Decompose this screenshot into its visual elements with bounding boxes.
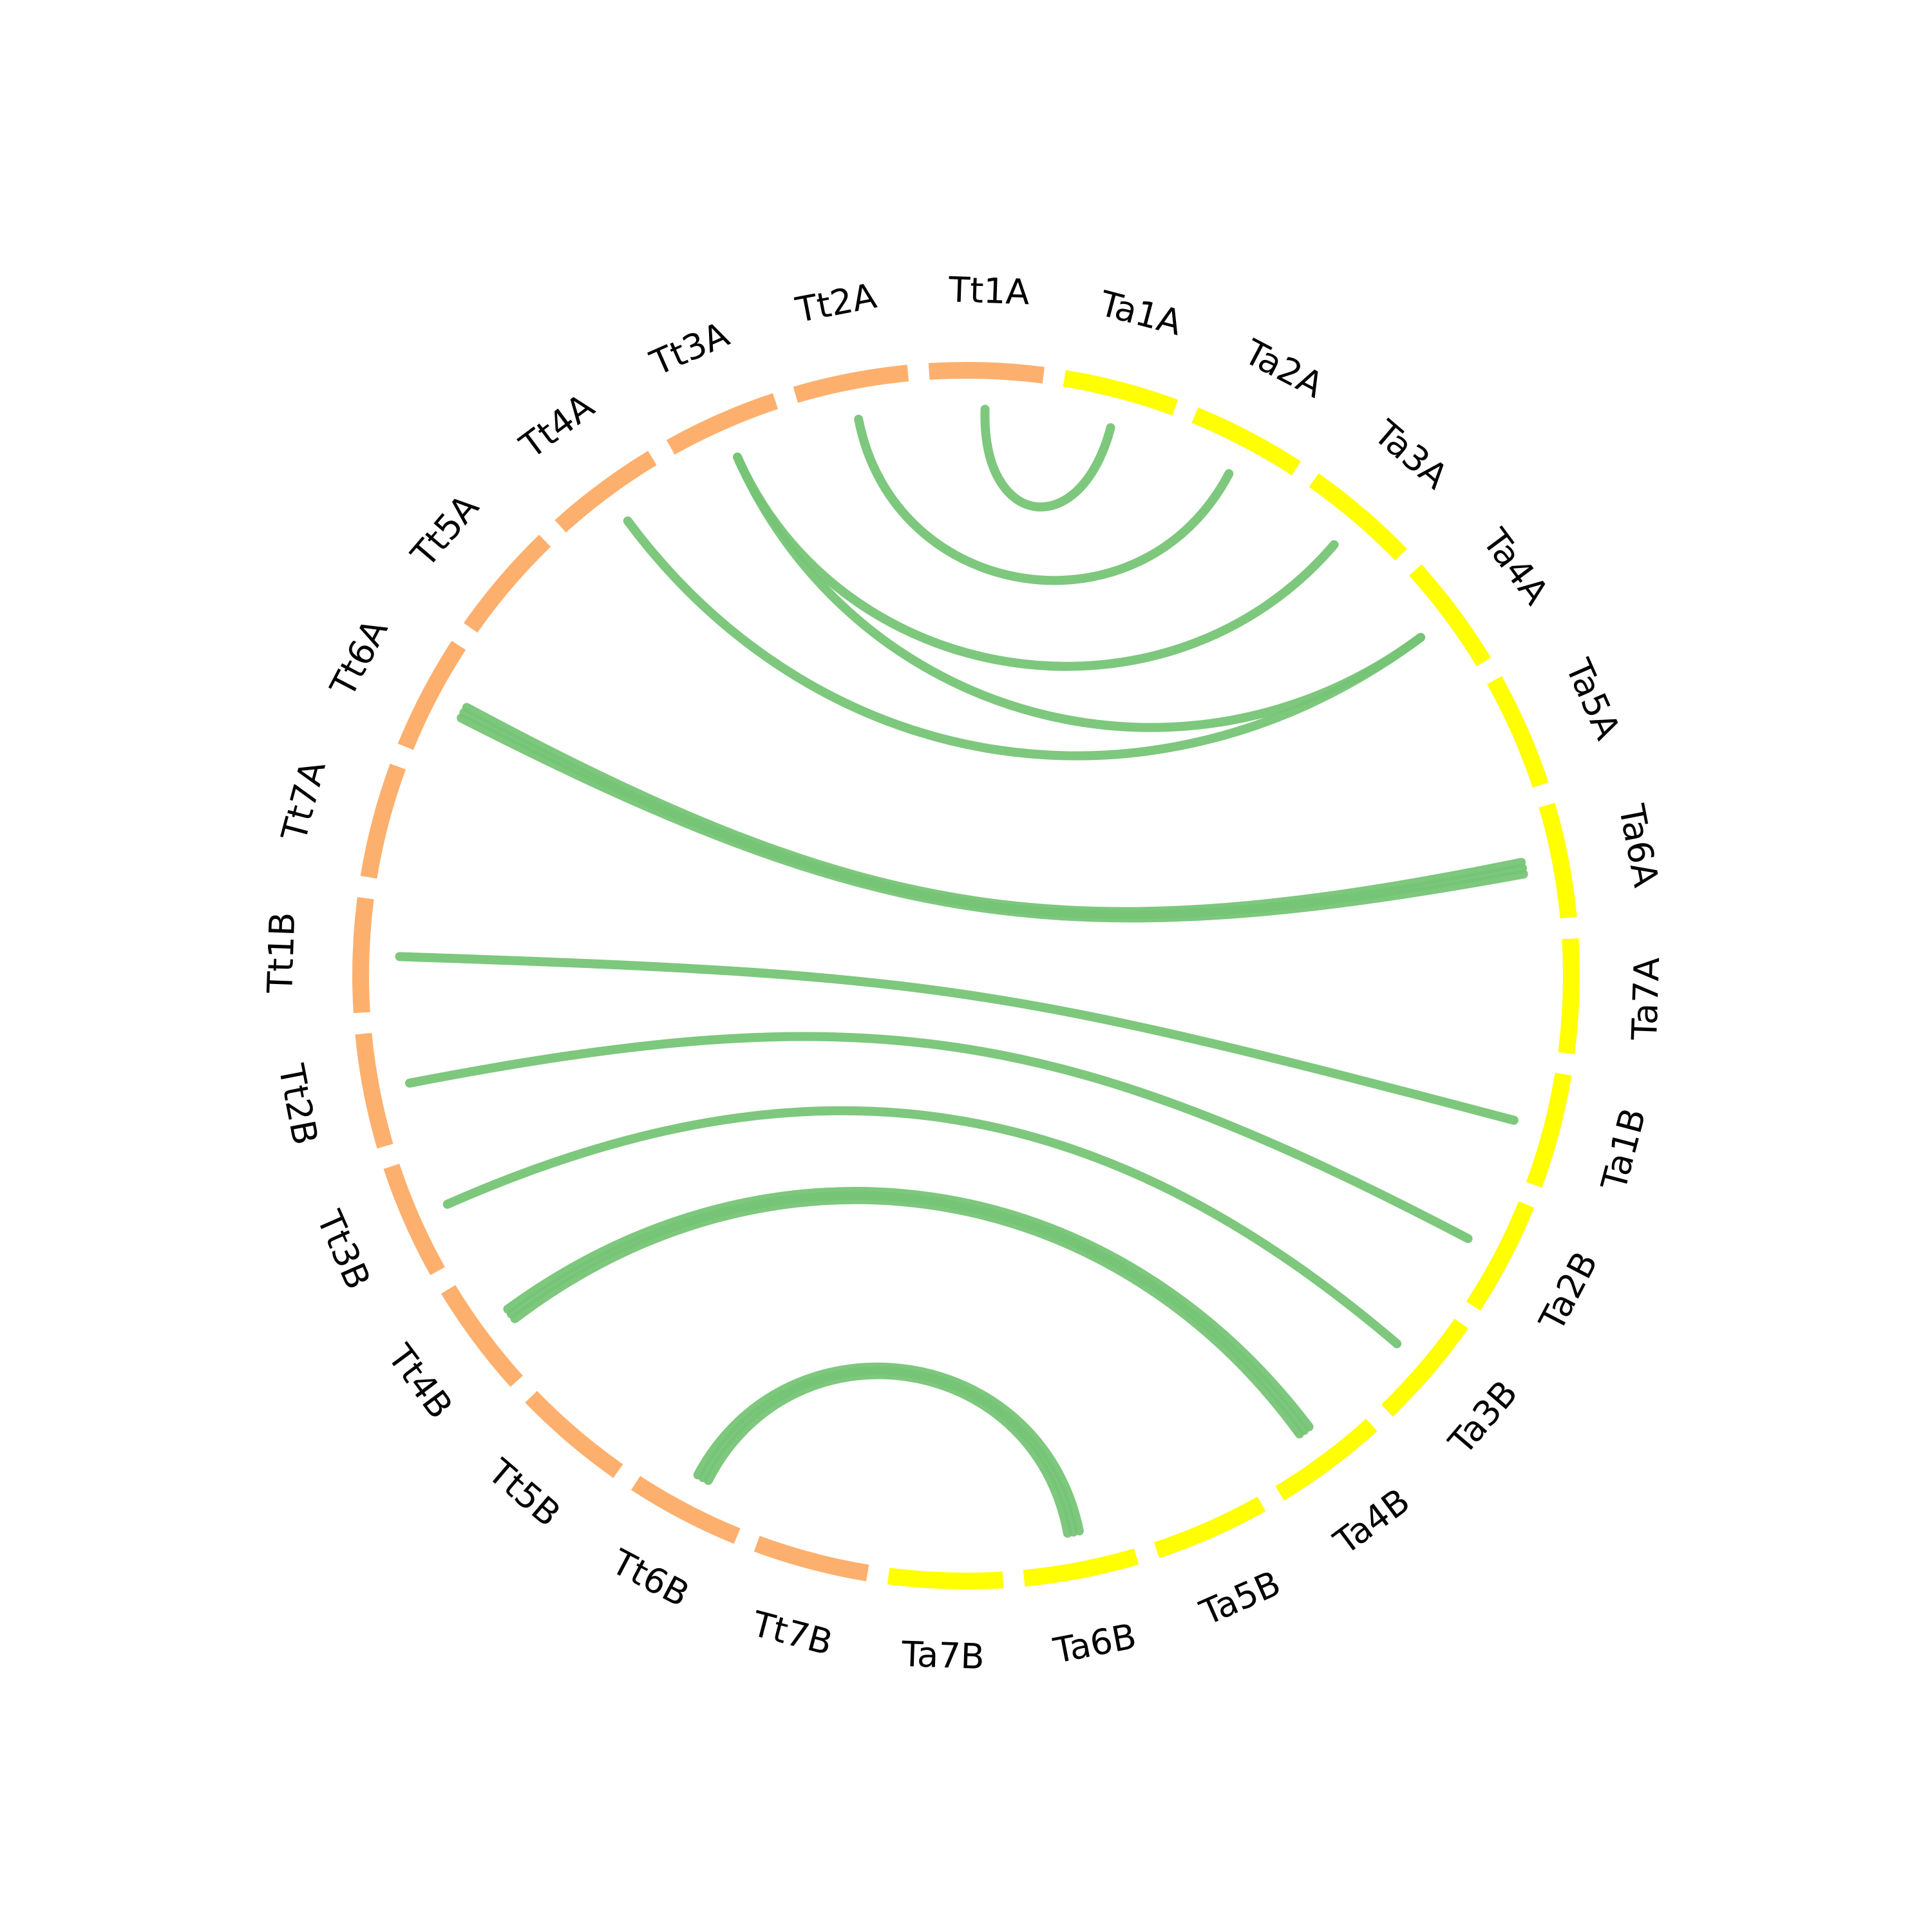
link-Tt4A-Ta4A xyxy=(623,516,1426,761)
label-Ta6B: Ta6B xyxy=(1050,1616,1139,1671)
label-Ta4A: Ta4A xyxy=(1474,521,1557,612)
label-Tt5A: Tt5A xyxy=(403,487,487,575)
segment-Tt7A xyxy=(360,763,406,879)
label-Ta7B: Ta7B xyxy=(900,1634,985,1677)
segment-Ta4A xyxy=(1409,564,1492,667)
link-Tt2B-Ta2B xyxy=(404,1032,1473,1244)
label-Ta4B: Ta4B xyxy=(1326,1481,1417,1563)
segment-Tt4A xyxy=(554,450,657,533)
label-Tt7A: Tt7A xyxy=(274,757,334,846)
label-Tt4A: Tt4A xyxy=(512,386,601,467)
link-Tt3A-Ta3A xyxy=(733,452,1339,671)
label-Tt6B: Tt6B xyxy=(605,1541,696,1615)
segment-Ta6B xyxy=(1023,1548,1139,1587)
segment-Tt7B xyxy=(753,1535,869,1582)
link-Tt2A-Ta2A xyxy=(854,414,1234,585)
label-Tt2A: Tt2A xyxy=(792,276,880,331)
segment-Ta5B xyxy=(1153,1497,1266,1558)
segment-Ta2A xyxy=(1191,407,1302,476)
segment-Ta7A xyxy=(1558,938,1580,1055)
label-Tt5B: Tt5B xyxy=(480,1451,568,1535)
label-Tt3A: Tt3A xyxy=(644,314,735,384)
segment-Tt1A xyxy=(928,362,1045,384)
segment-Tt2A xyxy=(793,365,909,403)
link-Tt4B-Ta4B-2 xyxy=(506,1191,1309,1435)
label-Tt1B: Tt1B xyxy=(260,911,303,994)
segment-Tt3A xyxy=(666,393,779,455)
segment-Ta7B xyxy=(887,1567,1004,1589)
label-Ta6A: Ta6A xyxy=(1611,800,1666,890)
segment-Ta1A xyxy=(1063,370,1179,416)
segment-Tt4B xyxy=(440,1285,523,1387)
label-Ta1A: Ta1A xyxy=(1095,283,1186,343)
label-Ta5B: Ta5B xyxy=(1194,1563,1287,1634)
label-Ta2B: Ta2B xyxy=(1531,1245,1605,1338)
label-Ta1B: Ta1B xyxy=(1593,1104,1654,1195)
links-layer xyxy=(395,404,1528,1538)
segment-Tt1B xyxy=(352,896,374,1014)
segment-Ta5A xyxy=(1487,676,1549,788)
link-Tt1A-Ta1A xyxy=(980,404,1115,512)
label-Ta7A: Ta7A xyxy=(1624,956,1667,1041)
label-Tt4B: Tt4B xyxy=(379,1336,460,1426)
segment-Ta6A xyxy=(1539,802,1577,919)
label-Tt3B: Tt3B xyxy=(308,1204,379,1295)
segment-Tt6A xyxy=(397,640,466,750)
label-Tt1A: Tt1A xyxy=(947,269,1030,312)
segment-Ta1B xyxy=(1526,1072,1572,1188)
link-Tt1B-Ta1B xyxy=(395,952,1519,1125)
segment-Ta4B xyxy=(1275,1419,1378,1501)
segment-Tt5B xyxy=(525,1390,623,1478)
segment-Ta3A xyxy=(1309,473,1407,561)
segment-Ta2B xyxy=(1466,1201,1535,1311)
link-Tt6A-Ta6A-2 xyxy=(459,708,1528,920)
segment-Tt6B xyxy=(630,1475,741,1544)
segment-Ta3B xyxy=(1381,1318,1468,1417)
link-Tt6B-Ta6B-2 xyxy=(698,1366,1078,1537)
label-Tt6A: Tt6A xyxy=(322,612,396,703)
segment-Tt2B xyxy=(355,1032,393,1149)
link-Tt6A-Ta6A-3 xyxy=(462,703,1526,916)
label-Ta2A: Ta2A xyxy=(1237,331,1330,406)
segment-Tt3B xyxy=(383,1163,445,1276)
segments-layer xyxy=(352,362,1580,1589)
segment-Tt5A xyxy=(464,535,551,633)
link-Tt4B-Ta4B-3 xyxy=(503,1187,1314,1432)
link-Tt3B-Ta3B xyxy=(442,1106,1402,1349)
label-Ta5A: Ta5A xyxy=(1557,653,1628,746)
label-Tt7B: Tt7B xyxy=(748,1603,837,1663)
link-Tt3A-Ta4A xyxy=(733,452,1426,732)
label-Ta3B: Ta3B xyxy=(1441,1373,1526,1463)
label-Tt2B: Tt2B xyxy=(270,1061,326,1148)
link-Tt6B-Ta6B-3 xyxy=(693,1362,1084,1536)
label-Ta3A: Ta3A xyxy=(1366,412,1455,497)
